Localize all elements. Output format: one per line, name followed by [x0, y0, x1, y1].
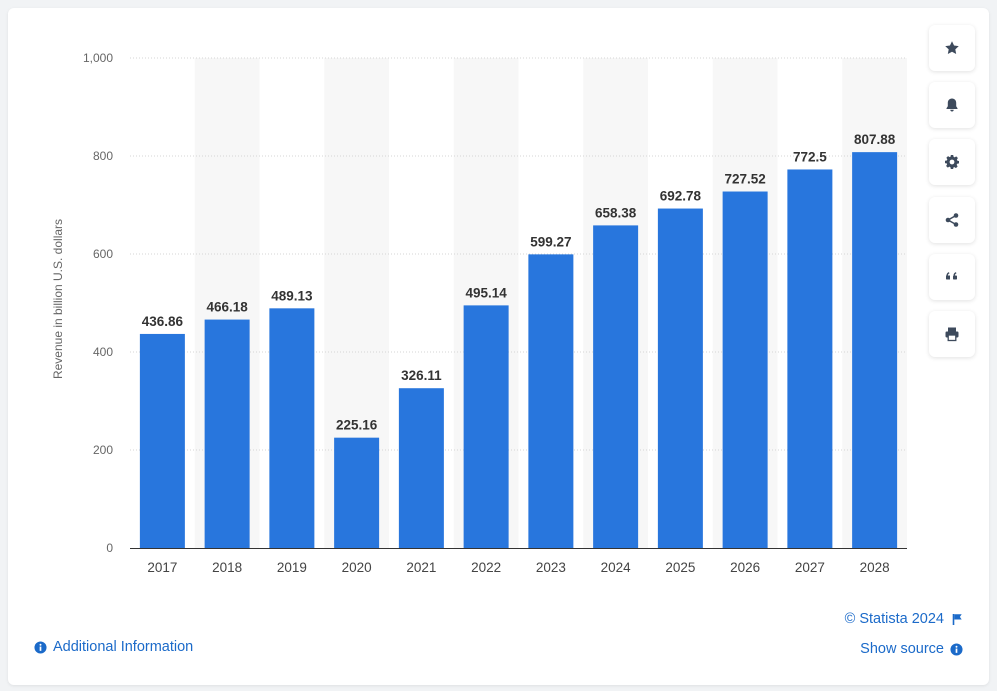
gear-icon [945, 155, 959, 169]
bar-value-label: 807.88 [854, 132, 896, 147]
x-tick-label: 2019 [277, 560, 307, 575]
show-source-label: Show source [860, 641, 944, 657]
bar[interactable] [593, 225, 639, 548]
bar-value-label: 489.13 [271, 288, 313, 303]
bar-value-label: 727.52 [724, 172, 765, 187]
y-tick-label: 0 [106, 541, 113, 555]
bar[interactable] [528, 254, 574, 548]
x-tick-label: 2025 [665, 560, 695, 575]
flag-icon [952, 614, 962, 625]
x-tick-label: 2023 [536, 560, 566, 575]
y-tick-label: 400 [93, 345, 113, 359]
x-tick-label: 2028 [860, 560, 890, 575]
additional-information-link[interactable]: Additional Information [34, 639, 193, 655]
cite-button[interactable] [929, 254, 975, 300]
bar-value-label: 436.86 [142, 314, 184, 329]
y-axis-label: Revenue in billion U.S. dollars [51, 219, 65, 379]
x-tick-label: 2018 [212, 560, 242, 575]
bar[interactable] [722, 191, 768, 548]
quote-icon [946, 272, 957, 280]
x-tick-label: 2022 [471, 560, 501, 575]
show-source-link[interactable]: Show source [860, 641, 963, 657]
print-icon [945, 327, 959, 342]
bar-value-label: 658.38 [595, 205, 637, 220]
bar[interactable] [398, 388, 444, 548]
bar[interactable] [204, 319, 250, 548]
star-icon [945, 41, 959, 54]
bar-value-label: 326.11 [401, 368, 442, 383]
x-tick-label: 2020 [342, 560, 372, 575]
y-tick-label: 800 [93, 149, 113, 163]
favorite-button[interactable] [929, 25, 975, 71]
x-tick-label: 2027 [795, 560, 825, 575]
bar[interactable] [334, 437, 380, 548]
bar[interactable] [463, 305, 509, 548]
x-tick-label: 2026 [730, 560, 760, 575]
bar-value-label: 466.18 [206, 300, 248, 315]
gridlines [130, 57, 907, 451]
share-icon [945, 213, 959, 227]
y-axis-ticks: 0 200 400 600 800 1,000 [83, 51, 113, 555]
info-icon [34, 640, 47, 654]
x-axis-ticks: 2017 2018 2019 2020 2021 2022 2023 2024 2025 2026… [147, 560, 889, 575]
copyright-notice[interactable]: © Statista 2024 [845, 611, 963, 627]
print-button[interactable] [929, 311, 975, 357]
bar[interactable] [269, 308, 315, 548]
bar-value-label: 692.78 [660, 189, 702, 204]
share-button[interactable] [929, 197, 975, 243]
bar[interactable] [657, 208, 703, 549]
bar-value-label: 495.14 [465, 285, 507, 300]
x-tick-label: 2017 [147, 560, 177, 575]
additional-information-label: Additional Information [53, 639, 194, 655]
notification-button[interactable] [929, 82, 975, 128]
bar[interactable] [852, 152, 898, 548]
bell-icon [946, 98, 958, 112]
settings-button[interactable] [929, 139, 975, 185]
copyright-text[interactable]: © Statista 2024 [844, 611, 944, 627]
x-tick-label: 2024 [601, 560, 632, 575]
bar-value-label: 225.16 [336, 418, 378, 433]
bar[interactable] [787, 169, 833, 548]
bar-value-label: 772.5 [793, 149, 827, 164]
y-tick-label: 600 [93, 247, 113, 261]
bars: 436.86 466.18 489.13 225.16 326.11 495.14 599.… [139, 132, 898, 549]
info-icon [950, 642, 963, 656]
y-tick-label: 1,000 [83, 51, 113, 65]
y-tick-label: 200 [93, 443, 113, 457]
bar[interactable] [139, 333, 185, 548]
x-tick-label: 2021 [406, 560, 436, 575]
bar-value-label: 599.27 [530, 234, 571, 249]
